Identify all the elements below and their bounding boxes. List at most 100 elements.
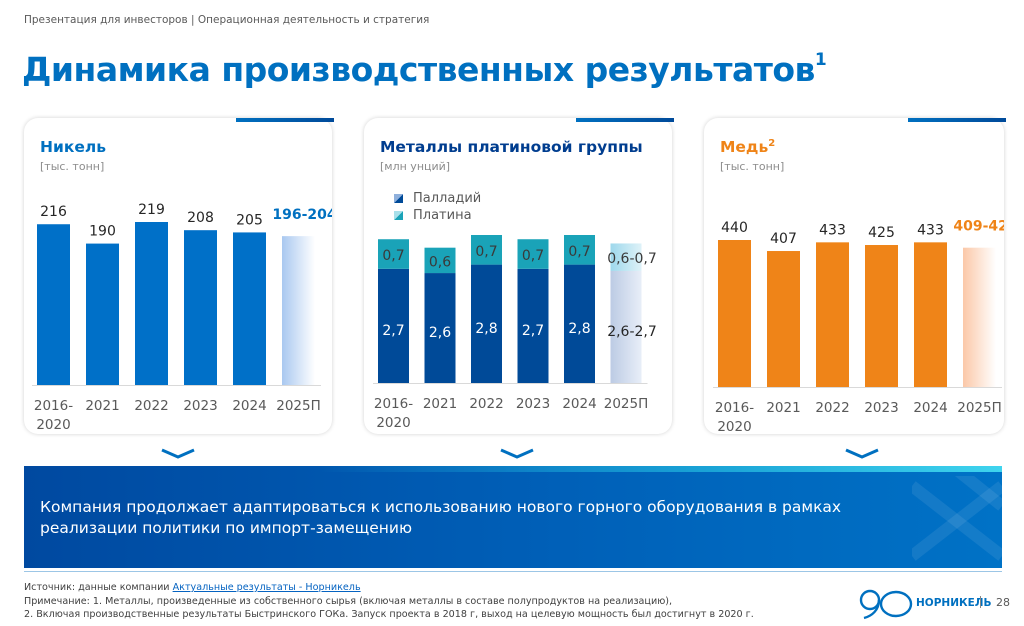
banner-text-line: реализации политики по импорт-замещению <box>40 519 413 537</box>
data-label-platinum: 0,7 <box>522 248 544 264</box>
data-label-palladium: 2,6 <box>429 325 451 341</box>
bar <box>233 232 266 385</box>
x-tick-label: 2024 <box>232 398 266 414</box>
nickel-chart-card: Никель [тыс. тонн] 216 190 219 208 205 196-20… <box>24 118 334 434</box>
key-message-banner: Компания продолжает адаптироваться к исп… <box>24 466 1002 568</box>
x-tick-label: 2023 <box>516 396 550 412</box>
bar-platinum-forecast <box>610 243 642 271</box>
data-label-platinum: 0,7 <box>568 244 590 260</box>
x-tick-label: 2022 <box>815 400 849 416</box>
data-label: 407 <box>770 231 797 247</box>
bar-palladium <box>378 268 409 383</box>
legend-label: Платина <box>413 208 472 223</box>
card-accent-bar <box>236 118 334 122</box>
legend-item-platinum: Платина <box>394 207 481 224</box>
bar-platinum <box>378 239 409 269</box>
breadcrumb: Презентация для инвесторов | Операционна… <box>24 14 430 26</box>
pgm-stacked-bar-chart: 2,7 0,7 2,6 0,6 2,8 0,7 2,7 0,7 2,8 0,7 2,6-2,7 0,6… <box>373 235 657 431</box>
bar-forecast <box>282 236 315 385</box>
pgm-chart-card: Металлы платиновой группы [млн унций] Па… <box>364 118 674 434</box>
page-title: Динамика производственных результатов1 <box>22 50 827 89</box>
x-tick-label: 2021 <box>766 400 800 416</box>
chart-title-text: Металлы платиновой группы <box>380 138 643 156</box>
chart-title-text: Никель <box>40 138 107 157</box>
bar <box>37 224 70 385</box>
footnote-1: Примечание: 1. Металлы, произведенные из… <box>24 595 673 607</box>
x-tick-label: 2020 <box>717 419 751 434</box>
data-label-platinum: 0,6 <box>429 254 451 270</box>
data-label-palladium: 2,7 <box>382 323 404 339</box>
legend-label: Палладий <box>413 191 482 206</box>
footnote-2: 2. Включая производственные результаты Б… <box>24 609 754 620</box>
nickel-bar-chart: 216 190 219 208 205 196-204 2016- 2020 2021 2022 2… <box>32 202 332 433</box>
x-tick-label: 2016- <box>34 398 73 414</box>
bar-platinum <box>564 235 595 265</box>
card-accent-bar <box>908 118 1006 122</box>
pgm-legend: Палладий Платина <box>394 190 481 224</box>
nickel-chart-unit: [тыс. тонн] <box>40 160 105 173</box>
nickel-chart-title: Никель <box>40 138 106 156</box>
banner-text: Компания продолжает адаптироваться к исп… <box>40 497 841 539</box>
data-label-palladium: 2,7 <box>522 323 544 339</box>
x-tick-label: 2025П <box>957 400 1002 416</box>
chevron-down-icon <box>845 448 879 459</box>
bar <box>184 230 217 385</box>
page-title-footnote-mark: 1 <box>814 50 827 70</box>
data-label: 433 <box>917 222 944 238</box>
legend-item-palladium: Палладий <box>394 190 481 207</box>
source-link[interactable]: Актуальные результаты - Норникель <box>172 582 361 593</box>
x-tick-label: 2024 <box>913 400 947 416</box>
data-label: 409-425 <box>953 219 1004 235</box>
data-label-platinum: 0,7 <box>475 244 497 260</box>
page-number: 28 <box>996 596 1010 609</box>
x-tick-label: 2023 <box>183 398 217 414</box>
data-label: 440 <box>721 220 748 236</box>
bar-platinum <box>517 239 549 269</box>
chevron-down-icon <box>500 448 534 459</box>
x-tick-label: 2024 <box>562 396 596 412</box>
copper-chart-title: Медь2 <box>720 138 775 156</box>
bar <box>865 245 898 387</box>
data-label: 425 <box>868 225 895 241</box>
data-label-platinum: 0,6-0,7 <box>607 251 657 267</box>
copper-bar-chart: 440 407 433 425 433 409-425 2016- 2020 2021 2022 2… <box>713 219 1004 434</box>
x-tick-label: 2025П <box>276 398 321 414</box>
bar <box>816 242 849 387</box>
data-label-platinum: 0,7 <box>382 248 404 264</box>
data-label: 433 <box>819 222 846 238</box>
data-label: 208 <box>187 210 214 226</box>
banner-text-line: Компания продолжает адаптироваться к исп… <box>40 498 842 516</box>
bar-palladium <box>517 268 549 383</box>
x-tick-label: 2025П <box>604 396 649 412</box>
x-tick-label: 2023 <box>864 400 898 416</box>
data-label-palladium: 2,8 <box>475 321 497 337</box>
x-tick-label: 2022 <box>134 398 168 414</box>
x-tick-label: 2020 <box>36 417 70 433</box>
bar <box>718 240 751 387</box>
bar-palladium-forecast <box>610 270 642 383</box>
data-label: 196-204 <box>272 207 332 223</box>
legend-swatch-palladium <box>394 194 403 203</box>
chart-title-text: Медь <box>720 138 769 157</box>
nornickel-90-logo-icon <box>859 589 913 620</box>
x-tick-label: 2021 <box>85 398 119 414</box>
legend-swatch-platinum <box>394 211 403 220</box>
bar <box>767 251 800 387</box>
brand-name: НОРНИКЕЛЬ <box>916 597 992 609</box>
banner-top-line <box>24 466 1002 472</box>
x-tick-label: 2021 <box>423 396 457 412</box>
copper-chart-unit: [тыс. тонн] <box>720 160 785 173</box>
data-label: 219 <box>138 202 165 218</box>
page-title-text: Динамика производственных результатов <box>22 50 815 89</box>
bar-palladium <box>471 264 502 383</box>
card-accent-bar <box>576 118 674 122</box>
x-tick-label: 2022 <box>469 396 503 412</box>
chevron-down-icon <box>161 448 195 459</box>
bar-palladium <box>424 273 456 383</box>
footer-divider <box>24 571 1002 572</box>
bar-platinum <box>471 235 502 265</box>
pgm-chart-unit: [млн унций] <box>380 160 451 173</box>
bar-palladium <box>564 264 595 383</box>
bar <box>86 243 119 385</box>
brand-pattern-icon <box>912 476 1002 561</box>
